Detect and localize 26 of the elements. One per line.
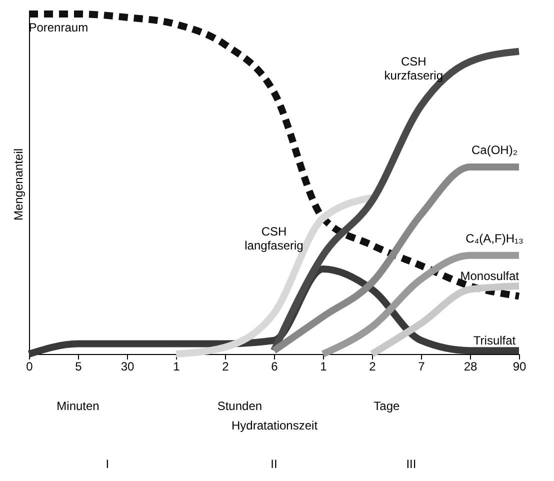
x-tick-label: 2	[222, 360, 230, 374]
series-label: Monosulfat	[460, 268, 520, 283]
x-tick-label: 2	[369, 360, 376, 374]
series-label: Ca(OH)₂	[472, 143, 518, 157]
y-axis-title: Mengenanteil	[12, 148, 26, 221]
text: II	[270, 457, 278, 471]
series-label: CSH kurzfaserig	[384, 54, 443, 83]
text: III	[406, 457, 416, 471]
series-label: C₄(A,F)H₁₃	[466, 231, 524, 246]
text: I	[106, 457, 110, 471]
text: Minuten	[56, 399, 100, 413]
x-tick-label: 0	[26, 360, 34, 374]
x-tick-label: 1	[320, 360, 328, 374]
x-tick-label: 6	[271, 360, 278, 374]
x-tick-label: 7	[418, 360, 426, 374]
series-label: CSH langfaserig	[244, 224, 304, 253]
x-tick-label: 30	[120, 360, 134, 374]
x-axis-title: Hydratationszeit	[231, 418, 318, 432]
x-tick-label: 5	[75, 360, 82, 374]
text: Stunden	[217, 399, 262, 413]
x-tick-label: 1	[173, 360, 180, 374]
series-label: Trisulfat	[473, 333, 516, 348]
x-tick-label: 90	[512, 360, 526, 374]
text: Tage	[374, 399, 400, 413]
x-tick-label: 28	[464, 360, 478, 374]
series-label: Porenraum	[28, 20, 88, 35]
